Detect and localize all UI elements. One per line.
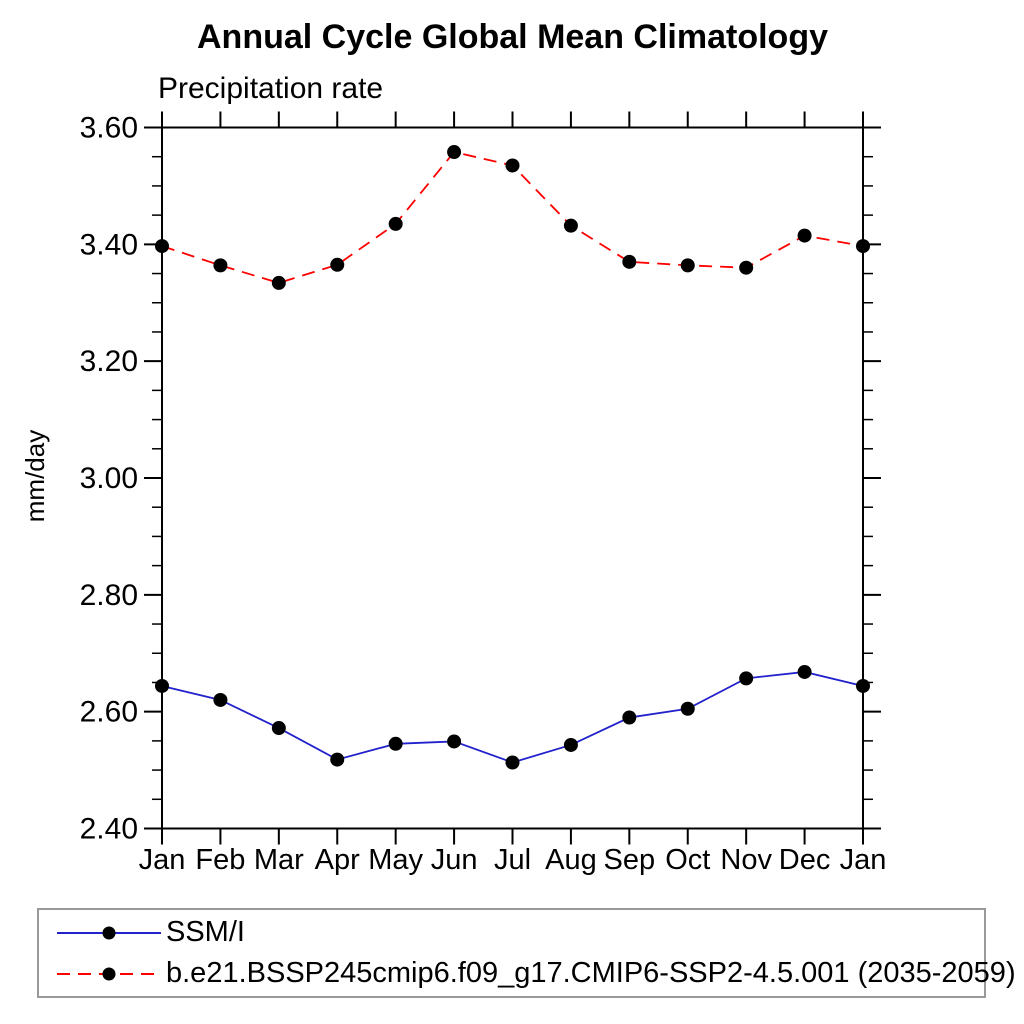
data-point-marker: [155, 678, 169, 693]
data-point-marker: [797, 228, 812, 243]
data-point-marker: [739, 260, 754, 275]
data-point-marker: [680, 258, 695, 273]
data-point-marker: [739, 671, 754, 686]
data-point-marker: [155, 239, 169, 254]
legend-line-sample-dashed: [57, 967, 161, 980]
x-tick-label: Aug: [545, 844, 597, 876]
data-point-marker: [388, 216, 403, 231]
x-tick-label: May: [368, 844, 423, 876]
data-point-marker: [622, 254, 637, 269]
data-point-marker: [856, 678, 870, 693]
y-tick-label: 3.20: [80, 345, 138, 378]
data-point-marker: [213, 692, 228, 707]
data-point-marker: [563, 737, 578, 752]
y-tick-label: 3.00: [80, 462, 138, 495]
x-tick-label: Jan: [139, 844, 186, 876]
y-tick-label: 2.60: [80, 696, 138, 729]
data-point-marker: [447, 145, 462, 160]
data-point-marker: [271, 721, 286, 736]
data-point-marker: [797, 664, 812, 679]
legend-item-model: b.e21.BSSP245cmip6.f09_g17.CMIP6-SSP2-4.…: [55, 953, 1016, 994]
data-point-marker: [505, 158, 520, 173]
data-point-marker: [447, 734, 462, 749]
data-point-marker: [622, 710, 637, 725]
legend-item-ssmi: SSM/I: [55, 912, 984, 953]
x-tick-label: Apr: [315, 844, 360, 876]
data-point-marker: [213, 258, 228, 273]
chart-title: Annual Cycle Global Mean Climatology: [197, 18, 828, 56]
y-tick-label: 3.40: [80, 228, 138, 261]
x-tick-label: Jan: [840, 844, 887, 876]
x-tick-label: Nov: [720, 844, 772, 876]
data-point-marker: [330, 257, 345, 272]
legend-line-sample-solid: [57, 926, 161, 939]
data-point-marker: [388, 736, 403, 751]
x-tick-label: Feb: [195, 844, 245, 876]
data-point-marker: [271, 275, 286, 290]
data-point-marker: [680, 701, 695, 716]
x-tick-label: Mar: [254, 844, 304, 876]
x-tick-label: Jul: [494, 844, 531, 876]
y-tick-label: 3.60: [80, 112, 138, 145]
chart-subtitle: Precipitation rate: [158, 72, 384, 105]
data-point-marker: [563, 218, 578, 233]
data-point-marker: [856, 239, 870, 254]
data-point-marker: [330, 752, 345, 767]
x-tick-label: Oct: [665, 844, 710, 876]
y-axis-label: mm/day: [20, 430, 50, 522]
legend-label-ssmi: SSM/I: [166, 916, 245, 948]
x-tick-label: Dec: [779, 844, 831, 876]
data-point-marker: [505, 755, 520, 770]
y-tick-label: 2.40: [80, 813, 138, 846]
x-tick-label: Jun: [431, 844, 478, 876]
legend-marker-icon: [102, 967, 116, 980]
legend-label-model: b.e21.BSSP245cmip6.f09_g17.CMIP6-SSP2-4.…: [166, 957, 1016, 989]
legend-box: SSM/I b.e21.BSSP245cmip6.f09_g17.CMIP6-S…: [37, 908, 1016, 998]
legend-marker-icon: [102, 926, 116, 939]
y-tick-label: 2.80: [80, 579, 138, 612]
series-line-0: [161, 671, 864, 764]
x-tick-label: Sep: [604, 844, 656, 876]
